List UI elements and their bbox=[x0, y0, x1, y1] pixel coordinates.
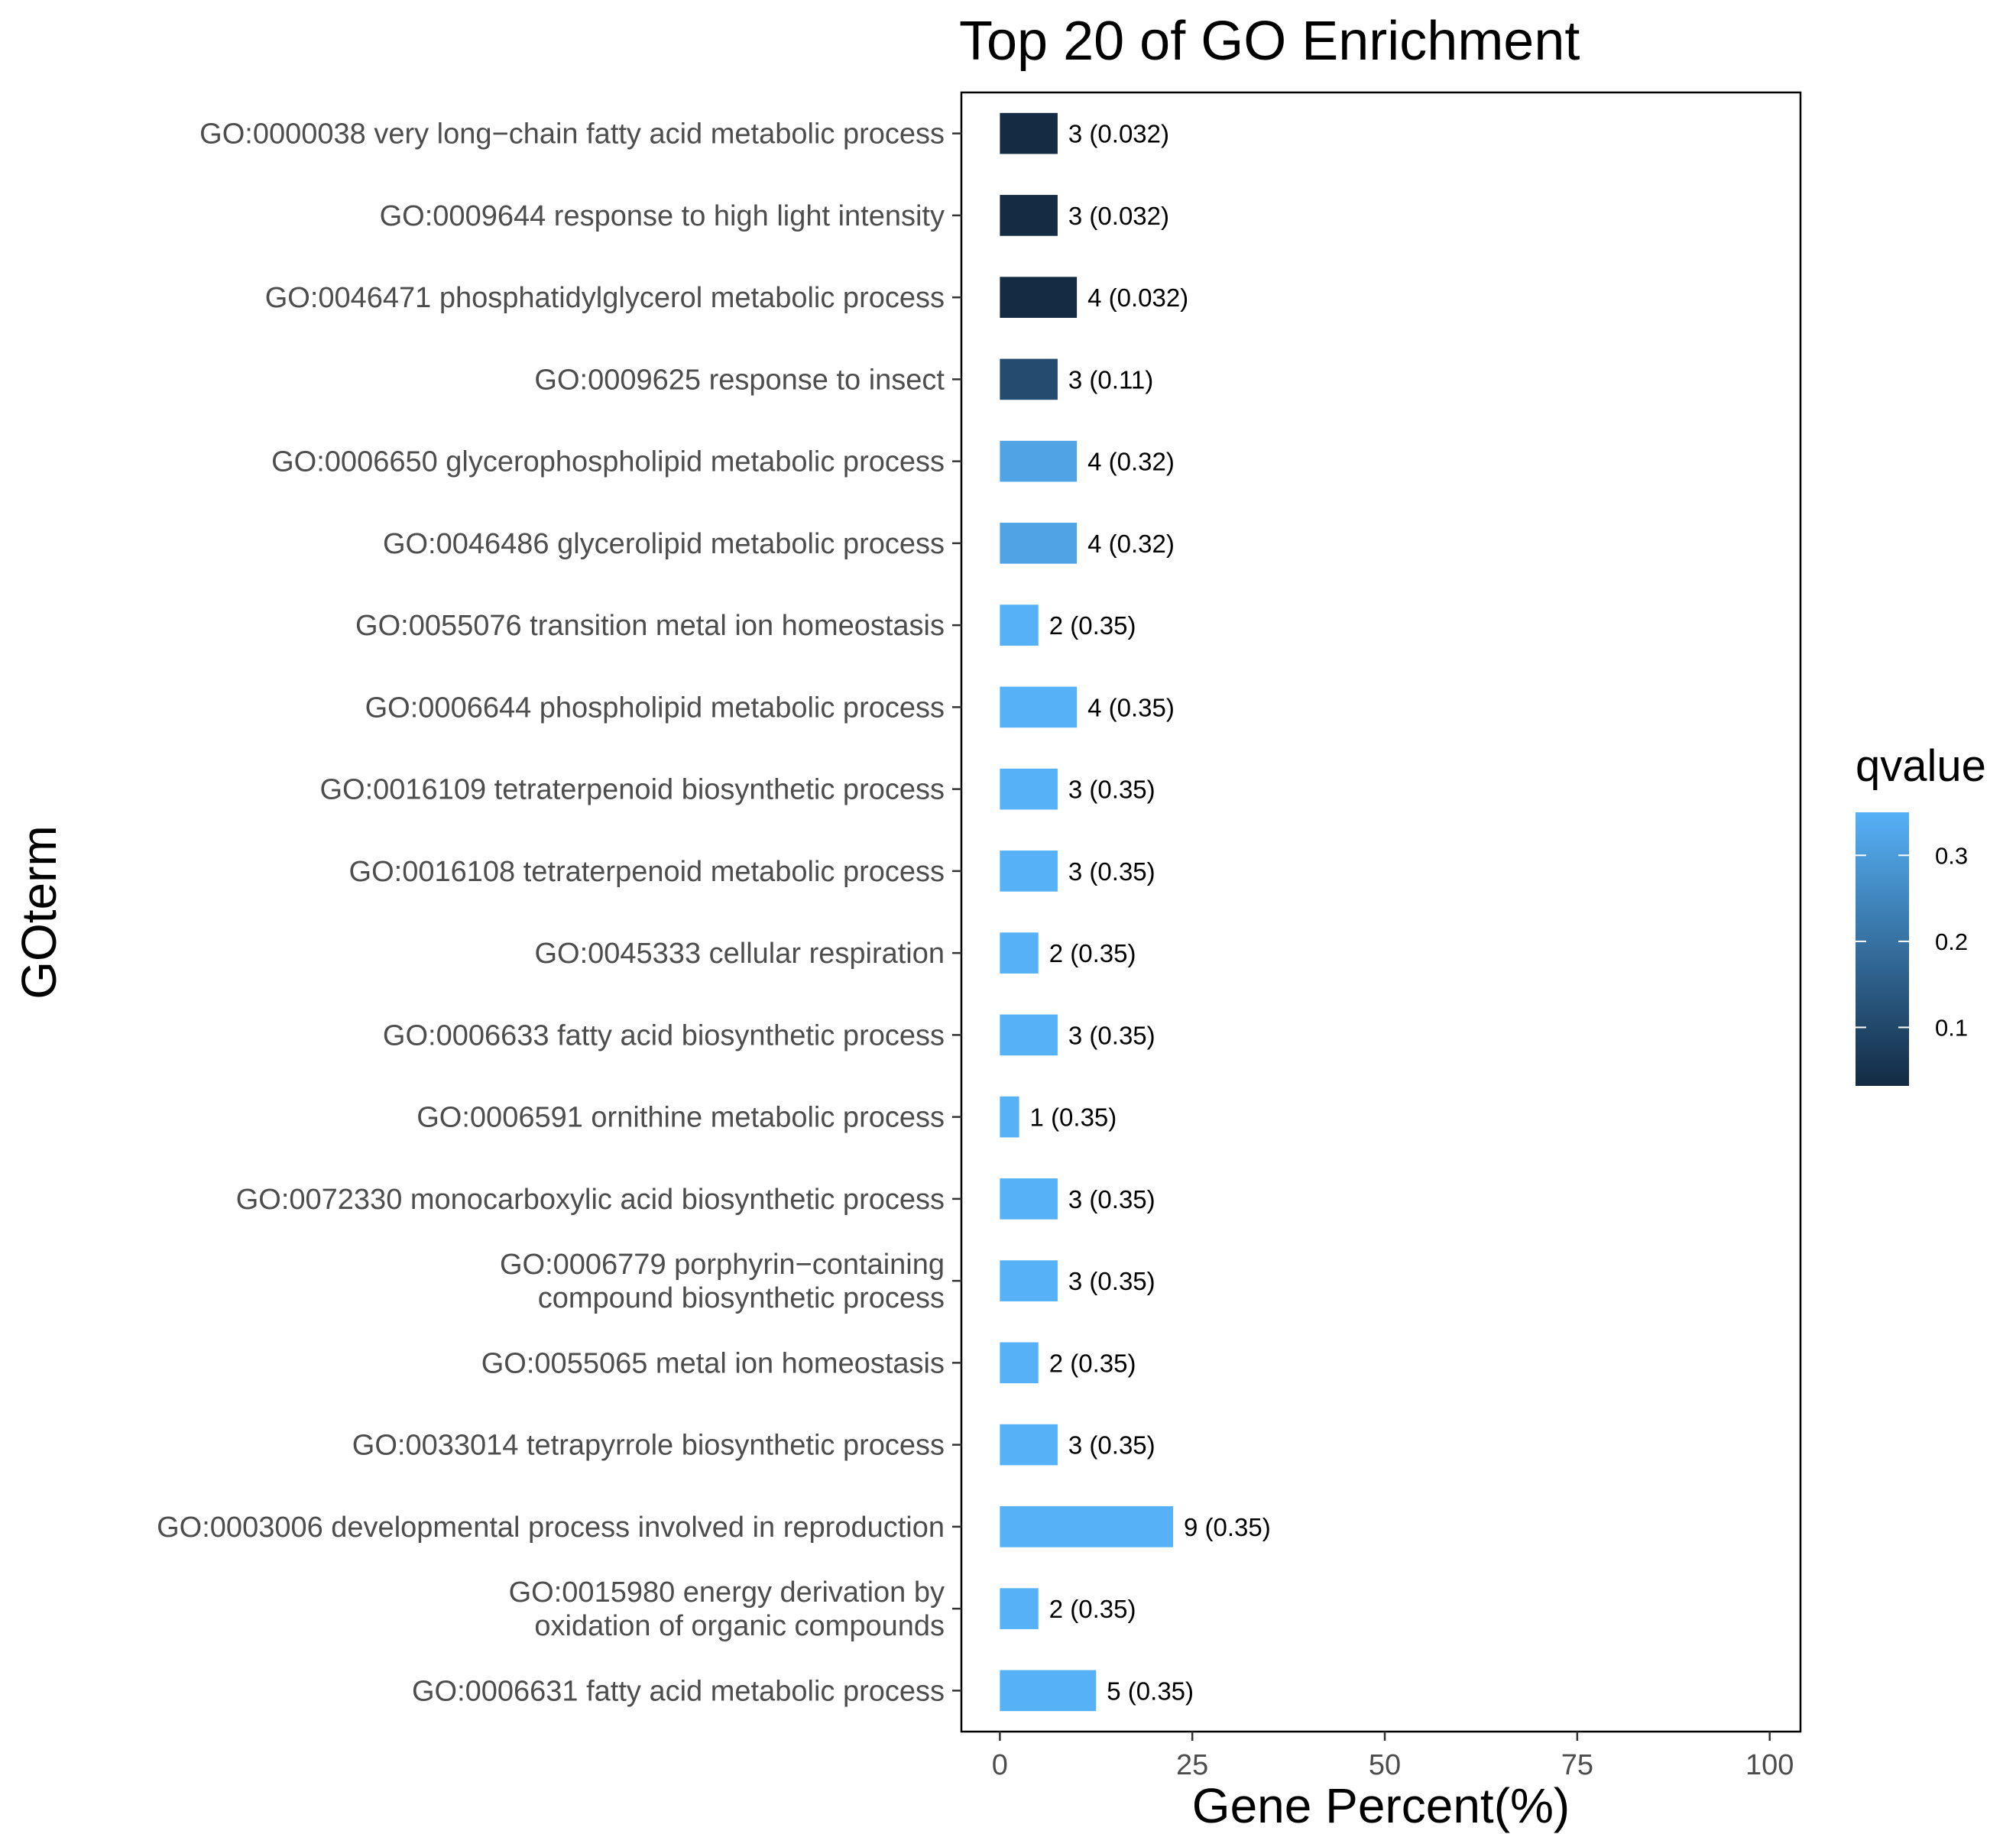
bar bbox=[1000, 1014, 1058, 1056]
category-label: GO:0006591 ornithine metabolic process bbox=[416, 1102, 945, 1134]
bar-data-label: 3 (0.11) bbox=[1068, 365, 1153, 394]
bar-data-label: 3 (0.35) bbox=[1068, 1021, 1155, 1049]
x-tick-label: 50 bbox=[1369, 1749, 1401, 1781]
legend-title: qvalue bbox=[1856, 741, 1986, 791]
bar bbox=[1000, 686, 1078, 728]
bar bbox=[1000, 523, 1078, 564]
bars-layer: 3 (0.032) 3 (0.032) 4 (0.032) 3 (0.11) 4 (0.… bbox=[1000, 112, 1271, 1712]
bar bbox=[1000, 1260, 1058, 1301]
bar bbox=[1000, 358, 1058, 400]
category-label: oxidation of organic compounds bbox=[534, 1610, 945, 1642]
x-tick-label: 75 bbox=[1561, 1749, 1593, 1781]
bar bbox=[1000, 1096, 1019, 1138]
bar bbox=[1000, 851, 1058, 892]
bar bbox=[1000, 112, 1058, 154]
legend-colorbar bbox=[1856, 812, 1909, 1086]
x-axis-title: Gene Percent(%) bbox=[1192, 1778, 1570, 1833]
category-label: GO:0045333 cellular respiration bbox=[534, 938, 945, 970]
bar-data-label: 2 (0.35) bbox=[1049, 1349, 1136, 1377]
category-label: GO:0016109 tetraterpenoid biosynthetic p… bbox=[319, 774, 945, 806]
bar-data-label: 5 (0.35) bbox=[1107, 1677, 1194, 1705]
bar-data-label: 2 (0.35) bbox=[1049, 1595, 1136, 1623]
category-label: GO:0009625 response to insect bbox=[534, 364, 945, 396]
category-label: GO:0000038 very long−chain fatty acid me… bbox=[199, 118, 945, 151]
bar bbox=[1000, 1178, 1058, 1220]
category-label: GO:0006779 porphyrin−containing bbox=[500, 1249, 945, 1281]
legend: qvalue 0.1 0.2 0.3 bbox=[1856, 741, 1986, 1086]
category-label: GO:0055065 metal ion homeostasis bbox=[481, 1347, 945, 1379]
plot-panel-border bbox=[960, 91, 1802, 1733]
bar-data-label: 4 (0.35) bbox=[1087, 693, 1175, 721]
bar-data-label: 3 (0.35) bbox=[1068, 1185, 1155, 1213]
bar-data-label: 3 (0.032) bbox=[1068, 202, 1169, 230]
category-label: GO:0015980 energy derivation by bbox=[509, 1576, 945, 1609]
legend-tick-label: 0.2 bbox=[1935, 928, 1968, 955]
bar-data-label: 1 (0.35) bbox=[1030, 1103, 1117, 1132]
bar bbox=[1000, 932, 1039, 974]
bar bbox=[1000, 440, 1078, 482]
x-tick-label: 100 bbox=[1745, 1749, 1794, 1781]
bar-data-label: 4 (0.32) bbox=[1087, 530, 1175, 558]
bar bbox=[1000, 195, 1058, 236]
bar bbox=[1000, 768, 1058, 810]
chart-title: Top 20 of GO Enrichment bbox=[959, 11, 1580, 72]
category-label: GO:0046471 phosphatidylglycerol metaboli… bbox=[265, 282, 945, 314]
bar bbox=[1000, 1588, 1039, 1629]
category-label: GO:0016108 tetraterpenoid metabolic proc… bbox=[349, 856, 945, 888]
category-label: GO:0006644 phospholipid metabolic proces… bbox=[365, 692, 945, 724]
bar-data-label: 2 (0.35) bbox=[1049, 611, 1136, 640]
legend-tick-label: 0.1 bbox=[1935, 1014, 1968, 1041]
bar-data-label: 3 (0.032) bbox=[1068, 120, 1169, 148]
category-label: GO:0006650 glycerophospholipid metabolic… bbox=[271, 446, 945, 478]
bar-data-label: 2 (0.35) bbox=[1049, 939, 1136, 967]
bar bbox=[1000, 1670, 1097, 1712]
category-label: GO:0003006 developmental process involve… bbox=[157, 1512, 945, 1544]
bar bbox=[1000, 277, 1078, 318]
category-label: GO:0046486 glycerolipid metabolic proces… bbox=[383, 528, 945, 560]
bar bbox=[1000, 1506, 1174, 1547]
category-labels-layer: GO:0000038 very long−chain fatty acid me… bbox=[157, 118, 945, 1708]
axis-ticks-layer: 0 25 50 75 100 bbox=[952, 132, 1794, 1781]
bar-data-label: 4 (0.32) bbox=[1087, 448, 1175, 476]
bar-data-label: 3 (0.35) bbox=[1068, 1267, 1155, 1295]
category-label: GO:0055076 transition metal ion homeosta… bbox=[355, 610, 945, 642]
bar-data-label: 3 (0.35) bbox=[1068, 776, 1155, 804]
legend-tick-label: 0.3 bbox=[1935, 842, 1968, 869]
category-label: GO:0033014 tetrapyrrole biosynthetic pro… bbox=[352, 1430, 945, 1462]
bar bbox=[1000, 1424, 1058, 1466]
bar bbox=[1000, 604, 1039, 646]
bar-data-label: 3 (0.35) bbox=[1068, 1431, 1155, 1460]
category-label: GO:0072330 monocarboxylic acid biosynthe… bbox=[236, 1184, 945, 1216]
x-tick-label: 0 bbox=[992, 1749, 1008, 1781]
y-axis-title: GOterm bbox=[11, 825, 66, 1000]
bar-data-label: 3 (0.35) bbox=[1068, 857, 1155, 886]
category-label: GO:0006633 fatty acid biosynthetic proce… bbox=[383, 1019, 945, 1051]
x-tick-label: 25 bbox=[1176, 1749, 1208, 1781]
category-label: compound biosynthetic process bbox=[538, 1282, 945, 1314]
category-label: GO:0009644 response to high light intens… bbox=[380, 200, 945, 232]
bar bbox=[1000, 1342, 1039, 1384]
category-label: GO:0006631 fatty acid metabolic process bbox=[412, 1675, 945, 1707]
bar-data-label: 4 (0.032) bbox=[1087, 284, 1188, 312]
bar-data-label: 9 (0.35) bbox=[1184, 1513, 1271, 1541]
